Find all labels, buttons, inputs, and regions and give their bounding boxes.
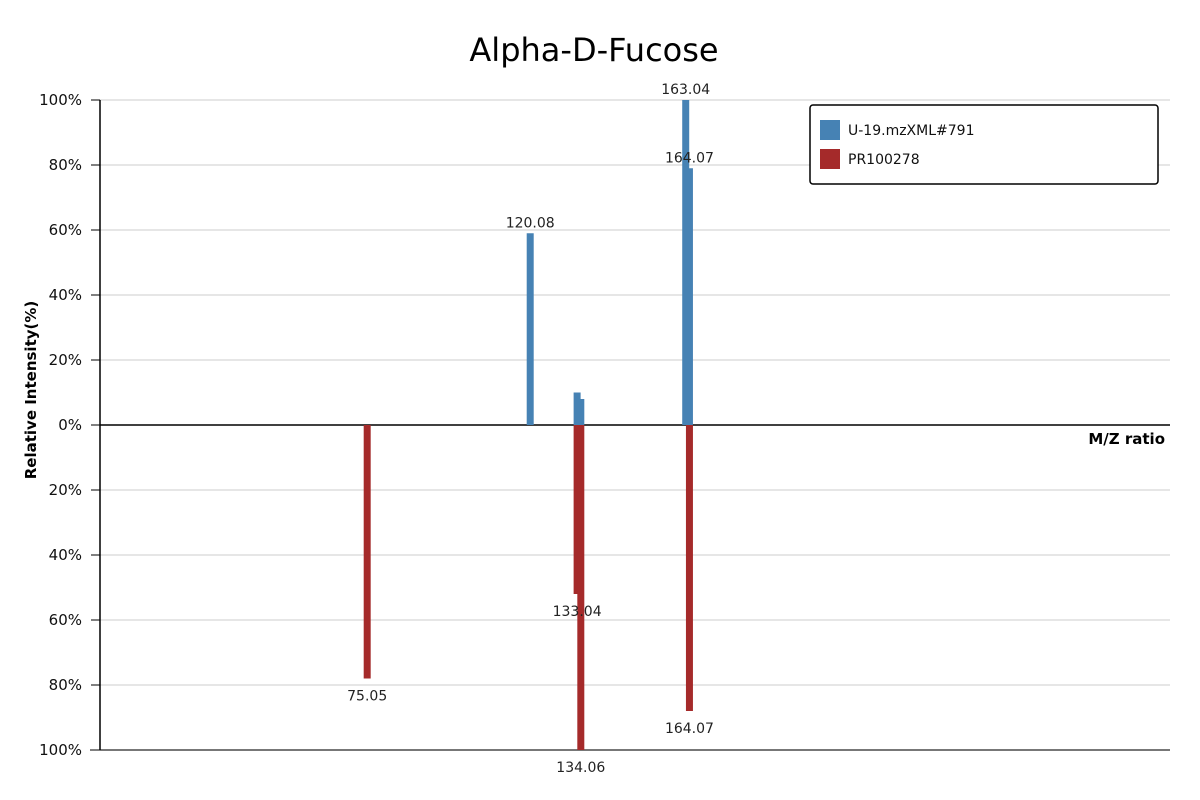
y-tick-label: 60% [49,221,82,239]
query-peak-label: 120.08 [506,215,555,231]
y-tick-label: 80% [49,156,82,174]
query-peak-bar [682,100,690,425]
query-peak-bar [573,392,581,425]
reference-peak-bar [685,425,693,711]
legend-label-pr100278: PR100278 [848,152,920,168]
legend-swatch-pr100278 [820,149,840,169]
y-tick-label: 0% [58,416,82,434]
reference-peak-bar [363,425,371,679]
y-tick-label: 40% [49,286,82,304]
chart-title: Alpha-D-Fucose [469,31,718,69]
y-tick-label: 60% [49,611,82,629]
query-peak-label: 164.07 [665,150,714,166]
reference-peak-bar [573,425,581,594]
peak-bars [363,100,693,750]
y-axis-title: Relative Intensity(%) [22,301,40,480]
legend-swatch-u19 [820,120,840,140]
reference-peak-label: 164.07 [665,721,714,737]
y-tick-label: 20% [49,481,82,499]
query-peak-bar [526,233,534,425]
reference-peak-label: 134.06 [556,760,605,776]
reference-peak-label: 75.05 [347,689,387,705]
y-axis-ticks: 100% 80% 60% 40% 20% 0% 20% 40% 60% 80% 100% [39,91,100,759]
y-tick-label: 80% [49,676,82,694]
x-axis-title: M/Z ratio [1088,430,1165,448]
y-tick-label: 100% [39,91,82,109]
reference-peak-label: 133.04 [553,604,602,620]
query-peak-bar [685,168,693,425]
y-tick-label: 20% [49,351,82,369]
query-peak-bar [577,399,585,425]
query-peak-label: 163.04 [661,82,710,98]
legend-box [809,104,1159,185]
peak-labels: 120.08 163.04 164.07 75.05 133.04 134.06 164.0… [347,82,714,776]
reference-peak-bar [577,425,585,750]
y-tick-label: 40% [49,546,82,564]
legend-label-u19: U-19.mzXML#791 [848,123,974,139]
y-tick-label: 100% [39,741,82,759]
legend: U-19.mzXML#791 PR100278 [809,104,1159,185]
